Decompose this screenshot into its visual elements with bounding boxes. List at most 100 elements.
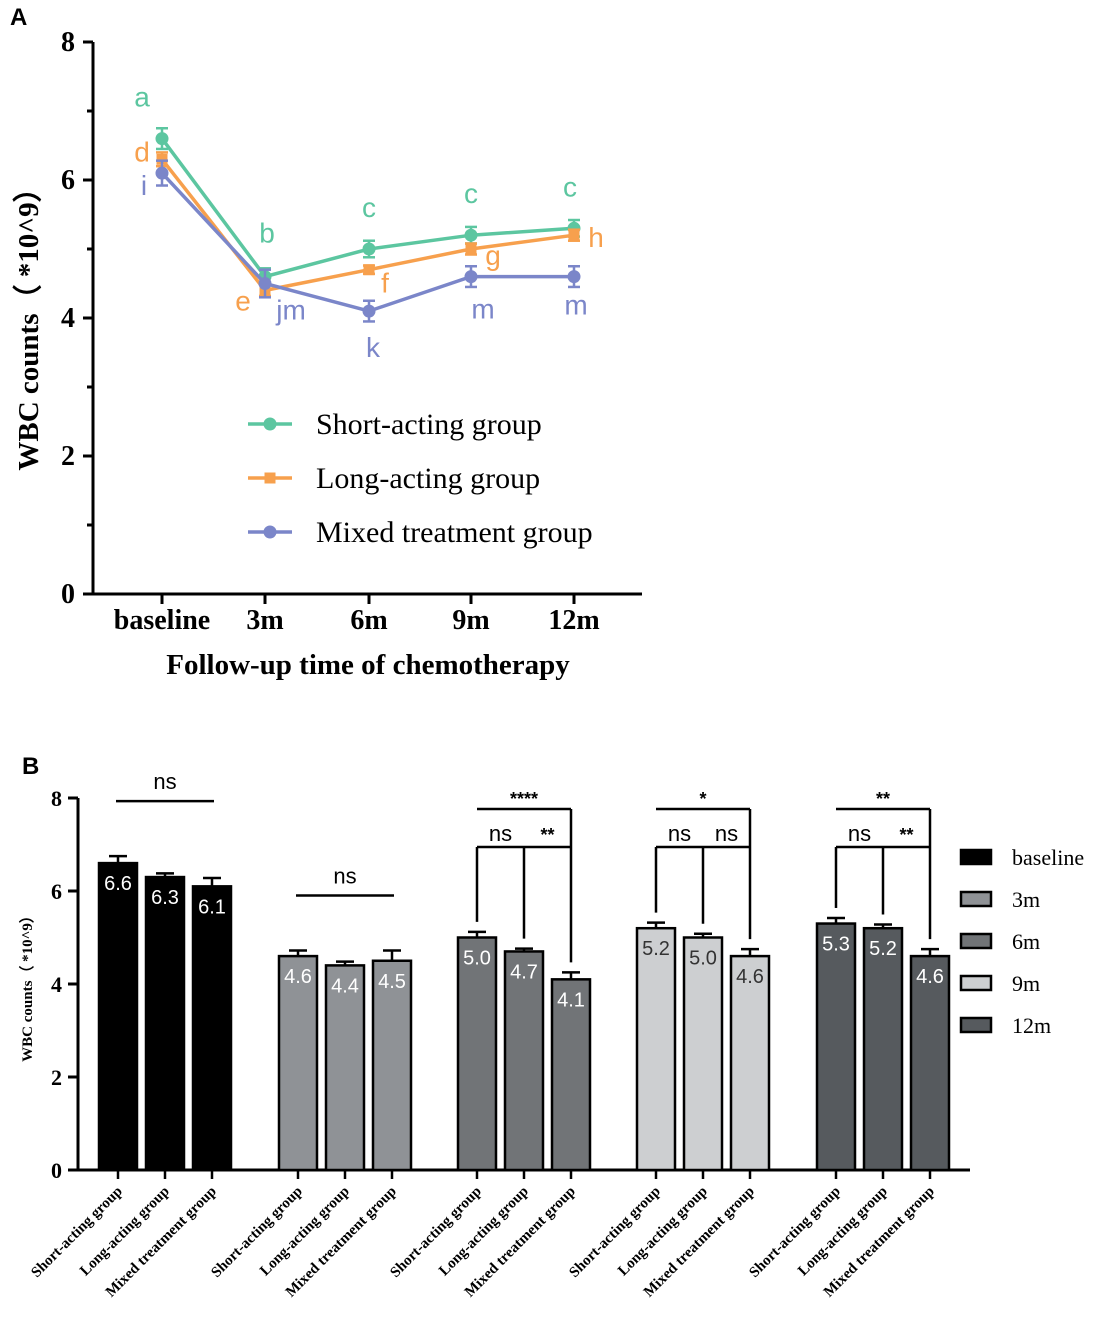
- data-point: [464, 270, 478, 284]
- data-point: [362, 304, 376, 318]
- y-tick-label: 8: [51, 786, 62, 811]
- bar: [729, 954, 771, 1172]
- data-point: [567, 270, 581, 284]
- bar: [324, 964, 366, 1172]
- y-tick-label: 8: [61, 27, 75, 58]
- significance-letter: b: [259, 218, 275, 249]
- bar-value-label: 6.6: [104, 873, 132, 895]
- legend-label: 3m: [1012, 887, 1040, 912]
- bar: [909, 954, 951, 1172]
- significance-label: ns: [668, 821, 691, 846]
- bar-value-label: 4.5: [378, 971, 406, 993]
- significance-letter: d: [134, 136, 150, 167]
- significance-letter: c: [563, 171, 577, 202]
- significance-letter: c: [464, 178, 478, 209]
- bar: [456, 936, 498, 1172]
- data-point: [363, 264, 375, 276]
- legend-label: 12m: [1012, 1013, 1051, 1038]
- y-axis-title: WBC counts（ *10^9）: [18, 908, 36, 1062]
- significance-letter: g: [485, 240, 501, 271]
- bar-value-label: 5.3: [822, 934, 850, 956]
- legend-swatch: [959, 890, 993, 908]
- y-tick-label: 0: [61, 579, 75, 610]
- legend-label: Short-acting group: [316, 408, 542, 441]
- data-point: [155, 132, 169, 146]
- legend-label: 6m: [1012, 929, 1040, 954]
- significance-label: **: [540, 825, 554, 845]
- bar-value-label: 5.0: [689, 948, 717, 970]
- significance-label: ns: [333, 864, 356, 889]
- bar: [277, 954, 319, 1172]
- x-tick-label: Short-acting group: [28, 1184, 125, 1281]
- x-tick-label: 6m: [350, 605, 387, 636]
- bar: [815, 922, 857, 1172]
- x-tick-label: Long-acting group: [77, 1184, 173, 1280]
- bar: [503, 950, 545, 1172]
- legend-label: 9m: [1012, 971, 1040, 996]
- legend-label: Mixed treatment group: [316, 516, 593, 549]
- significance-label: ns: [489, 821, 512, 846]
- bar-value-label: 4.4: [331, 975, 359, 997]
- bar-value-label: 6.1: [198, 896, 226, 918]
- significance-label: **: [899, 825, 913, 845]
- significance-letter: f: [381, 268, 389, 299]
- significance-letter: h: [588, 222, 604, 253]
- bar-value-label: 6.3: [151, 887, 179, 909]
- significance-label: ns: [848, 821, 871, 846]
- x-tick-label: Short-acting group: [746, 1184, 843, 1281]
- bar: [191, 885, 233, 1172]
- significance-letter: e: [235, 285, 251, 316]
- x-tick-label: Long-acting group: [615, 1184, 711, 1280]
- x-tick-label: Long-acting group: [795, 1184, 891, 1280]
- bar: [550, 978, 592, 1172]
- bar-value-label: 4.6: [916, 966, 944, 988]
- x-tick-label: baseline: [114, 605, 210, 636]
- x-tick-label: 3m: [246, 605, 283, 636]
- legend-label: Long-acting group: [316, 462, 540, 495]
- significance-letter: m: [471, 294, 494, 325]
- bar: [682, 936, 724, 1172]
- x-tick-label: Long-acting group: [436, 1184, 532, 1280]
- significance-letter: i: [141, 170, 147, 201]
- x-tick-label: Short-acting group: [387, 1184, 484, 1281]
- bar-value-label: 5.2: [869, 938, 897, 960]
- panel-b-letter: B: [22, 753, 39, 780]
- bar: [97, 861, 139, 1172]
- bar: [862, 926, 904, 1172]
- y-tick-label: 0: [51, 1158, 62, 1183]
- legend-label: baseline: [1012, 845, 1084, 870]
- data-point: [362, 242, 376, 256]
- legend-marker: [263, 417, 277, 431]
- legend-swatch: [959, 932, 993, 950]
- significance-letter: m: [564, 290, 587, 321]
- data-point: [155, 166, 169, 180]
- x-tick-label: Short-acting group: [566, 1184, 663, 1281]
- data-point: [258, 277, 272, 290]
- data-point: [464, 228, 478, 242]
- bar-value-label: 5.2: [642, 938, 670, 960]
- data-point: [568, 229, 580, 241]
- legend-swatch: [959, 848, 993, 866]
- legend-marker: [264, 472, 276, 484]
- line-chart-panel-a: 0 2 4 6 8 baseline 3m 6m 9m 12m Follow-up time of …: [12, 27, 642, 681]
- bar-value-label: 4.6: [736, 966, 764, 988]
- x-tick-label: Short-acting group: [208, 1184, 305, 1281]
- x-axis-title: Follow-up time of chemotherapy: [166, 649, 570, 681]
- bar-value-label: 4.1: [557, 989, 585, 1011]
- legend-swatch: [959, 974, 993, 992]
- significance-label: *: [699, 789, 706, 809]
- bar-chart-panel-b: 0 2 4 6 8 WBC counts（ *10^9） 6.6 Short-acting g…: [18, 769, 1084, 1300]
- significance-label: ns: [715, 821, 738, 846]
- bar-value-label: 4.6: [284, 966, 312, 988]
- legend-marker: [263, 525, 277, 539]
- bar: [144, 875, 186, 1172]
- y-tick-label: 2: [61, 441, 75, 472]
- significance-label: ns: [153, 769, 176, 794]
- bar-value-label: 4.7: [510, 961, 538, 983]
- legend-swatch: [959, 1016, 993, 1034]
- bar: [371, 959, 413, 1172]
- y-tick-label: 4: [61, 303, 75, 334]
- x-tick-label: 12m: [548, 605, 599, 636]
- x-tick-label: Long-acting group: [257, 1184, 353, 1280]
